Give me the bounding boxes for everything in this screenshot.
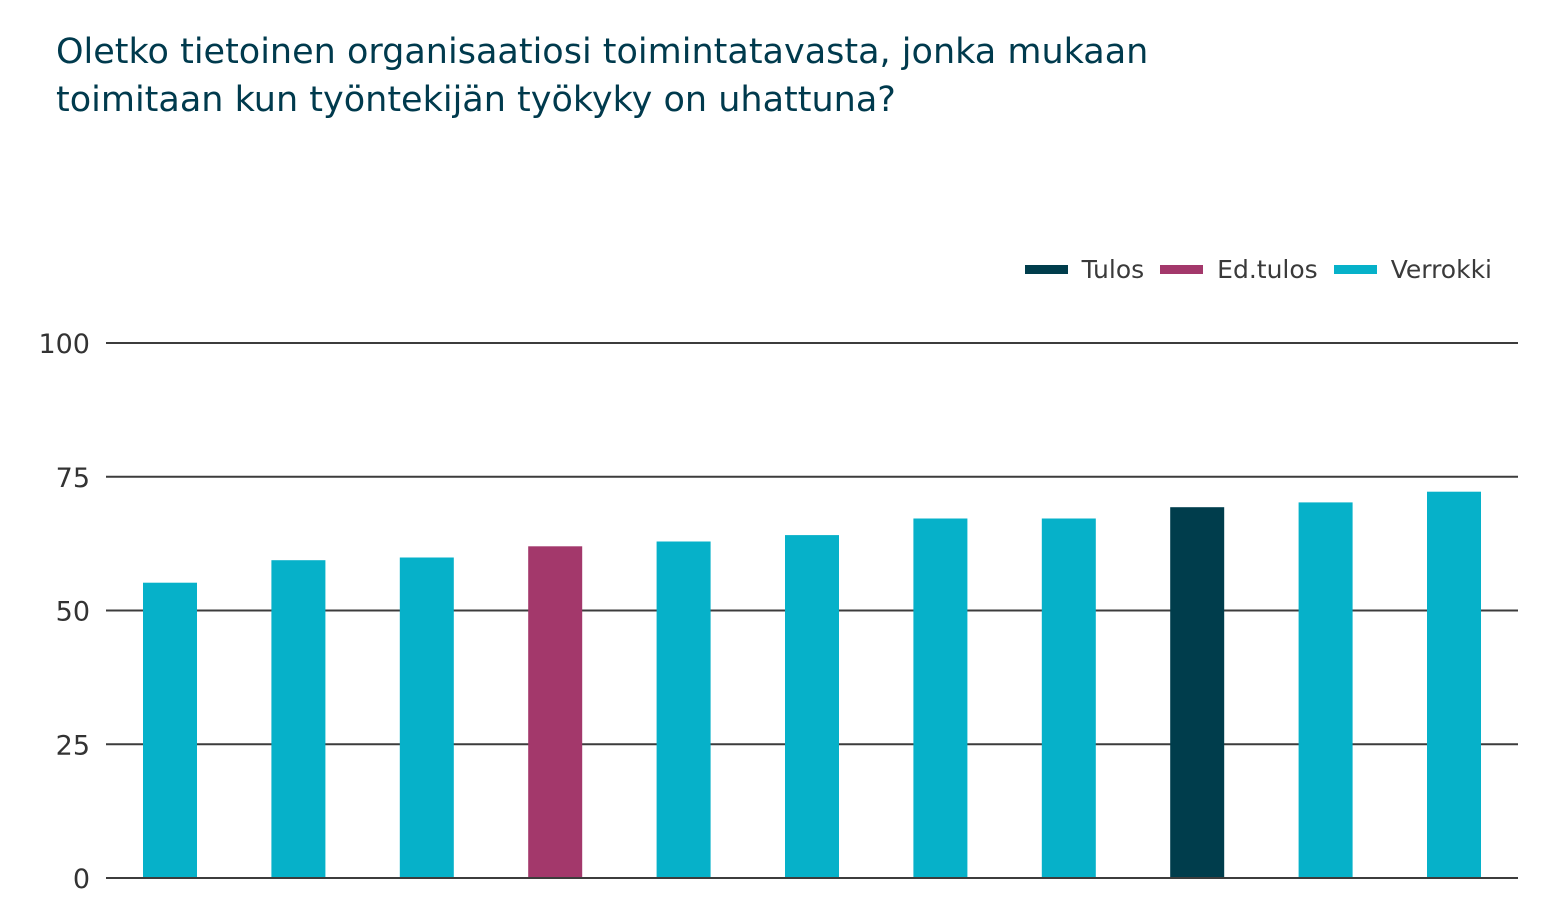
y-tick-label-0: 0	[73, 864, 90, 895]
legend-item-tulos: Tulos	[1024, 255, 1145, 284]
bar-6-verrokki	[785, 535, 839, 878]
y-tick-label-75: 75	[56, 463, 90, 494]
legend-label-verrokki: Verrokki	[1390, 255, 1492, 284]
bars	[143, 491, 1481, 878]
y-tick-label-50: 50	[56, 597, 90, 628]
chart-title: Oletko tietoinen organisaatiosi toiminta…	[56, 28, 1456, 124]
bar-11-verrokki	[1427, 491, 1481, 878]
y-tick-label-25: 25	[56, 730, 90, 761]
bar-1-verrokki	[143, 582, 197, 878]
y-tick-label-100: 100	[38, 329, 90, 360]
bar-7-verrokki	[913, 518, 968, 878]
bar-3-verrokki	[399, 557, 454, 878]
legend-swatch-tulos	[1024, 265, 1068, 274]
legend-item-ed-tulos: Ed.tulos	[1160, 255, 1318, 284]
legend-item-verrokki: Verrokki	[1333, 255, 1492, 284]
bar-8-verrokki	[1041, 518, 1096, 878]
bar-2-verrokki	[271, 560, 326, 878]
bar-10-verrokki	[1298, 502, 1353, 878]
chart-title-line-2: toimitaan kun työntekijän työkyky on uha…	[56, 80, 896, 120]
legend-label-tulos: Tulos	[1081, 255, 1145, 284]
bar-5-verrokki	[656, 541, 711, 878]
bar-4-ed-tulos	[528, 546, 583, 878]
y-tick-labels: 0 25 50 75 100	[38, 329, 90, 895]
chart-legend: Tulos Ed.tulos Verrokki	[1009, 255, 1492, 284]
chart-title-line-1: Oletko tietoinen organisaatiosi toiminta…	[56, 32, 1149, 72]
bar-9-tulos	[1170, 507, 1225, 878]
legend-swatch-ed-tulos	[1160, 265, 1204, 274]
legend-label-ed-tulos: Ed.tulos	[1217, 255, 1318, 284]
legend-swatch-verrokki	[1333, 265, 1377, 274]
